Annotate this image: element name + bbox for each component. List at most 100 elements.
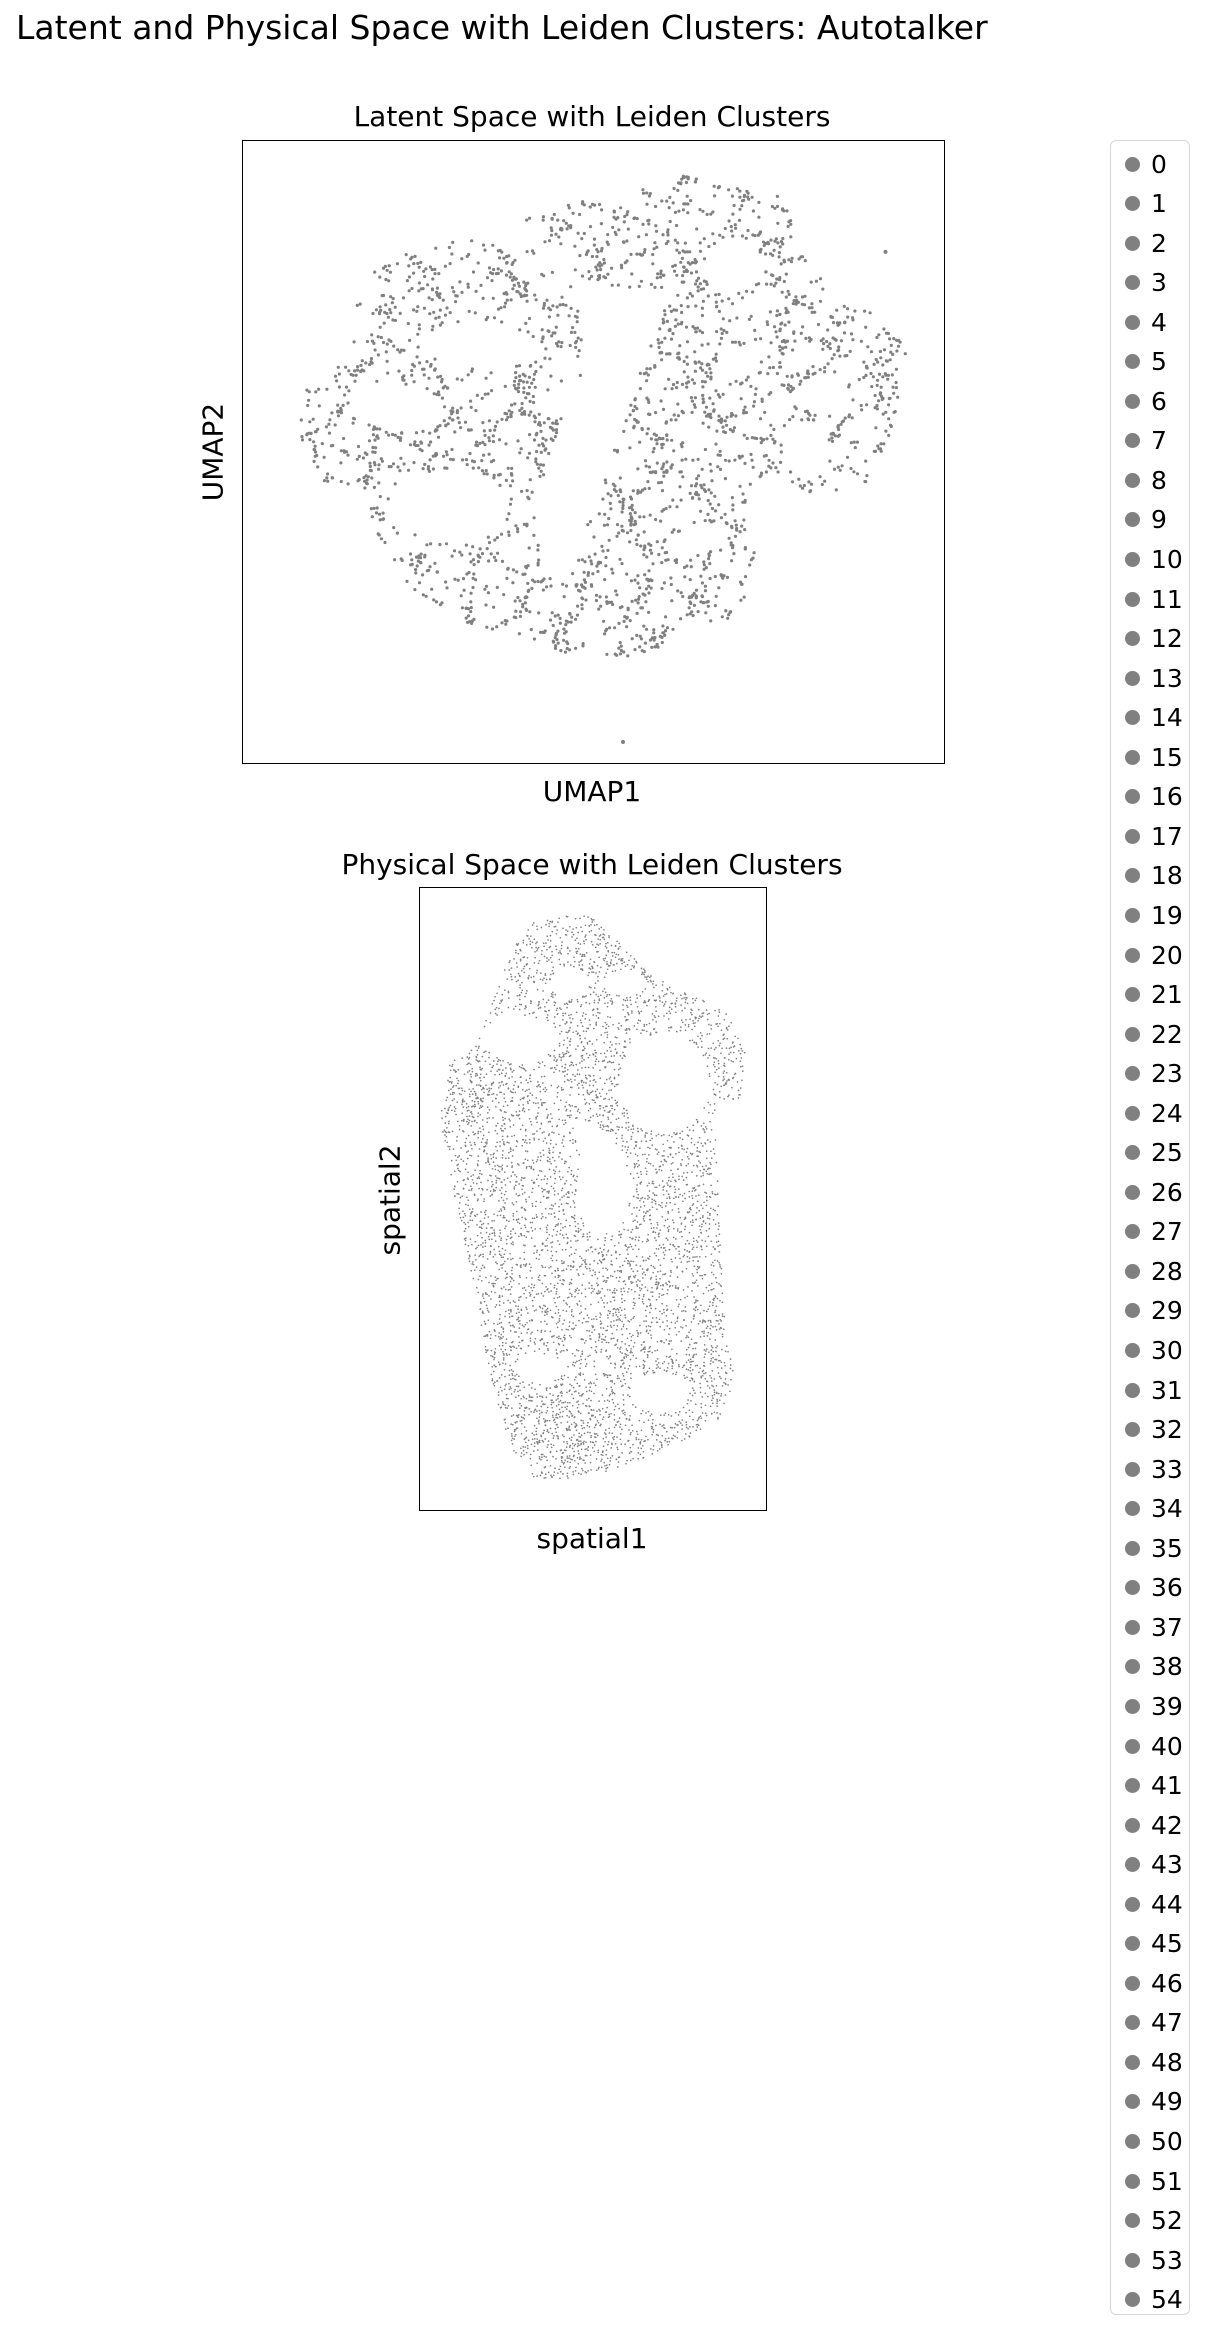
physical-point — [668, 1196, 671, 1198]
latent-point — [740, 204, 744, 208]
latent-point — [524, 321, 528, 325]
physical-point — [456, 1192, 459, 1195]
physical-point — [594, 1081, 597, 1083]
physical-point — [576, 1302, 578, 1305]
latent-point — [410, 255, 414, 259]
physical-point — [524, 1069, 527, 1072]
physical-point — [646, 1238, 649, 1241]
latent-point — [435, 392, 439, 396]
latent-point — [726, 616, 730, 620]
latent-point — [725, 330, 729, 334]
physical-point — [717, 1359, 720, 1362]
latent-point — [708, 502, 712, 506]
latent-point — [550, 270, 554, 274]
latent-point — [700, 368, 705, 372]
latent-point — [629, 579, 633, 583]
physical-point — [570, 1282, 573, 1285]
latent-point — [643, 487, 647, 491]
latent-point — [618, 488, 622, 492]
latent-point — [485, 276, 490, 280]
latent-point — [396, 348, 400, 352]
latent-point — [638, 440, 642, 444]
physical-point — [661, 1206, 663, 1209]
physical-point — [718, 1261, 721, 1264]
physical-point — [679, 1216, 682, 1219]
physical-point — [584, 1365, 587, 1368]
physical-point — [474, 1092, 477, 1095]
latent-point — [395, 262, 399, 266]
physical-point — [493, 1232, 496, 1235]
latent-point — [701, 421, 705, 425]
physical-point — [461, 1112, 464, 1115]
latent-point — [505, 517, 509, 521]
physical-point — [632, 1301, 635, 1304]
physical-point — [568, 1455, 571, 1457]
physical-point — [506, 978, 509, 980]
latent-point — [564, 619, 568, 623]
physical-point — [541, 1396, 544, 1399]
latent-point — [356, 479, 360, 483]
physical-point — [589, 1354, 591, 1357]
physical-point — [593, 1260, 596, 1262]
physical-point — [612, 1438, 615, 1441]
physical-point — [734, 1035, 737, 1038]
physical-point — [693, 1314, 695, 1316]
latent-point — [586, 573, 590, 577]
latent-point — [662, 474, 666, 478]
latent-point — [818, 299, 823, 303]
latent-point — [464, 606, 468, 610]
physical-point — [533, 1411, 535, 1413]
physical-point — [686, 1134, 689, 1136]
physical-point — [620, 1309, 623, 1312]
physical-point — [452, 1084, 455, 1087]
physical-point — [468, 1254, 471, 1257]
latent-point — [343, 393, 347, 397]
latent-point — [652, 631, 656, 635]
physical-point — [610, 1362, 612, 1365]
latent-point — [574, 617, 578, 621]
physical-point — [553, 1016, 556, 1018]
latent-point — [734, 414, 738, 418]
physical-point — [533, 1137, 535, 1140]
latent-point — [778, 345, 782, 349]
physical-point — [563, 1466, 566, 1469]
physical-point — [590, 917, 593, 920]
physical-point — [685, 1324, 687, 1327]
physical-point — [550, 1265, 552, 1268]
latent-point — [344, 385, 349, 389]
physical-point — [649, 1032, 652, 1034]
latent-point — [364, 361, 368, 365]
physical-point — [561, 1187, 564, 1190]
physical-point — [646, 1289, 649, 1292]
physical-point — [640, 1429, 643, 1432]
physical-point — [523, 1224, 526, 1227]
physical-point — [589, 1040, 591, 1043]
physical-point — [528, 1077, 531, 1080]
latent-point — [617, 228, 621, 232]
physical-point — [530, 1387, 533, 1389]
physical-point — [610, 1089, 613, 1091]
physical-point — [558, 1205, 560, 1208]
physical-point — [719, 1042, 721, 1045]
physical-point — [444, 1107, 446, 1110]
latent-point — [622, 497, 626, 502]
physical-point — [688, 1260, 690, 1263]
physical-point — [629, 1446, 632, 1449]
physical-point — [678, 1175, 680, 1178]
latent-point — [665, 460, 669, 464]
physical-point — [488, 1295, 490, 1297]
physical-point — [638, 1297, 640, 1300]
latent-point — [863, 479, 867, 484]
latent-point — [622, 240, 626, 244]
physical-point — [552, 1146, 555, 1149]
physical-point — [540, 953, 543, 956]
latent-point — [650, 636, 654, 640]
latent-point — [483, 392, 487, 396]
physical-point — [511, 1377, 514, 1380]
latent-point — [682, 565, 687, 570]
latent-point — [668, 505, 672, 509]
physical-point — [711, 1112, 714, 1115]
latent-point — [660, 635, 664, 639]
physical-point — [631, 1228, 634, 1231]
latent-point — [562, 638, 566, 642]
